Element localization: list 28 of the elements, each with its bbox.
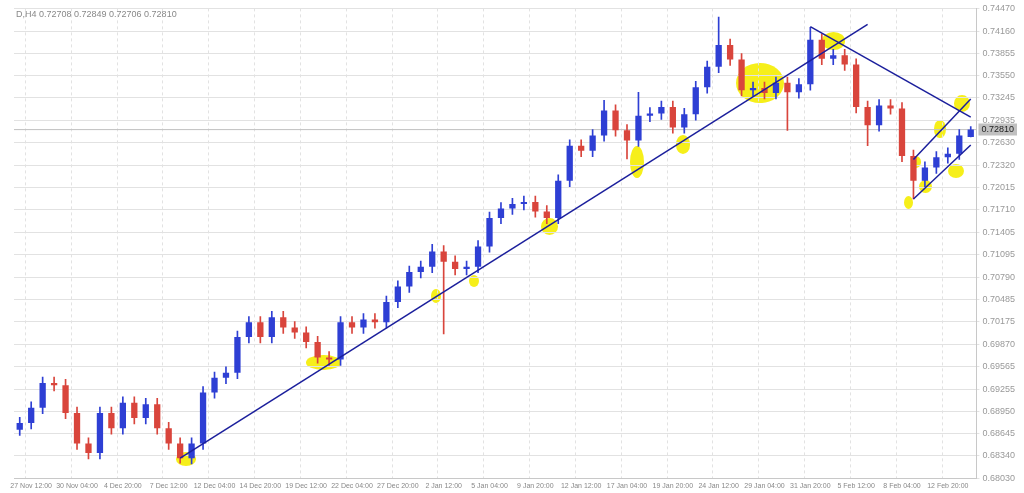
y-tick-label: 0.71710 — [982, 204, 1016, 215]
y-tick-label: 0.71405 — [982, 226, 1016, 237]
candlestick — [371, 313, 379, 329]
y-tick-label: 0.69565 — [982, 361, 1016, 372]
candlestick — [440, 245, 447, 335]
y-tick-label: 0.68950 — [982, 405, 1016, 416]
y-tick-label: 0.72630 — [982, 137, 1016, 148]
ref-line-label: 0.72810 — [981, 124, 1015, 135]
chart-title: D,H4 0.72708 0.72849 0.72706 0.72810 — [16, 8, 177, 19]
candlestick — [348, 316, 356, 334]
y-tick-label: 0.68340 — [982, 450, 1016, 461]
y-tick-label: 0.74160 — [982, 25, 1016, 36]
y-tick-label: 0.68645 — [982, 428, 1016, 439]
y-tick-label: 0.70790 — [982, 271, 1016, 282]
y-tick-label: 0.69255 — [982, 383, 1016, 394]
y-tick-label: 0.72015 — [982, 182, 1016, 193]
y-tick-label: 0.73550 — [982, 70, 1016, 81]
y-tick-label: 0.71095 — [982, 249, 1016, 260]
y-tick-label: 0.72320 — [982, 159, 1016, 170]
y-tick-label: 0.70175 — [982, 316, 1016, 327]
y-tick-label: 0.72935 — [982, 114, 1016, 125]
candlestick — [578, 139, 585, 157]
y-tick-label: 0.68030 — [982, 473, 1016, 484]
y-tick-label: 0.70485 — [982, 293, 1016, 304]
y-tick-label: 0.74470 — [982, 2, 1016, 13]
y-tick-label: 0.73855 — [982, 47, 1016, 58]
y-tick-label: 0.73245 — [982, 92, 1016, 103]
y-tick-label: 0.69870 — [982, 338, 1016, 349]
